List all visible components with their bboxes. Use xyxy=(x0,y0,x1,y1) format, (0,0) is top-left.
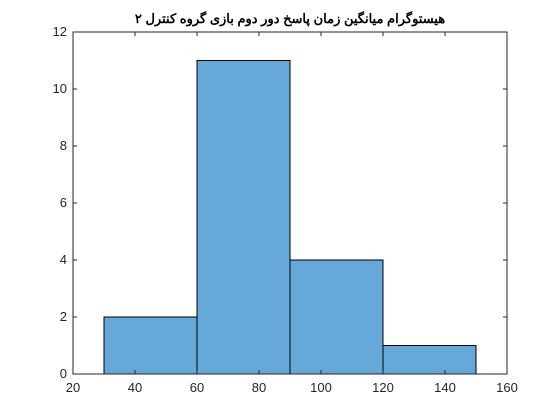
bars-layer xyxy=(103,60,477,375)
x-tick-label: 80 xyxy=(252,380,266,395)
x-tick-label: 160 xyxy=(496,380,518,395)
x-tick-label: 60 xyxy=(190,380,204,395)
y-tick-label: 2 xyxy=(60,309,67,324)
x-tick-label: 100 xyxy=(310,380,332,395)
x-tick-label: 140 xyxy=(434,380,456,395)
y-tick-label: 10 xyxy=(53,81,67,96)
x-tick-label: 20 xyxy=(66,380,80,395)
histogram-bar-1 xyxy=(196,60,291,375)
y-tick-label: 6 xyxy=(60,195,67,210)
histogram-bar-2 xyxy=(289,259,384,375)
y-tick-label: 12 xyxy=(53,24,67,39)
histogram-bar-0 xyxy=(103,316,198,375)
x-axis: 20 40 60 80 100 120 140 160 xyxy=(66,32,518,395)
y-tick-label: 0 xyxy=(60,366,67,381)
x-tick-label: 120 xyxy=(372,380,394,395)
x-tick-label: 40 xyxy=(128,380,142,395)
y-tick-label: 4 xyxy=(60,252,67,267)
y-axis: 0 2 4 6 8 10 12 xyxy=(53,24,507,381)
chart-title: هیستوگرام میانگین زمان پاسخ دور دوم بازی… xyxy=(135,10,445,27)
histogram-bar-3 xyxy=(382,345,477,375)
y-tick-label: 8 xyxy=(60,138,67,153)
